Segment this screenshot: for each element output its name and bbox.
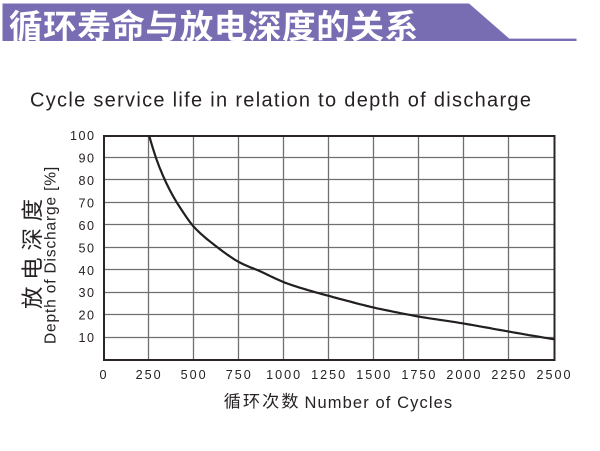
svg-text:60: 60 [78, 219, 95, 233]
svg-text:Cycle service life in relation: Cycle service life in relation to depth … [30, 90, 532, 112]
svg-text:100: 100 [70, 129, 96, 143]
svg-text:90: 90 [78, 152, 95, 166]
svg-text:250: 250 [136, 368, 163, 382]
svg-text:1500: 1500 [356, 368, 392, 382]
svg-text:Depth of Discharge [%]: Depth of Discharge [%] [43, 166, 60, 344]
svg-text:750: 750 [226, 368, 253, 382]
svg-text:0: 0 [99, 368, 108, 382]
svg-text:1750: 1750 [401, 368, 437, 382]
svg-text:1250: 1250 [311, 368, 347, 382]
svg-text:10: 10 [78, 331, 95, 345]
svg-text:2500: 2500 [536, 368, 572, 382]
svg-text:80: 80 [78, 174, 95, 188]
svg-text:2000: 2000 [446, 368, 482, 382]
svg-text:20: 20 [78, 309, 95, 323]
svg-text:Number of Cycles: Number of Cycles [305, 394, 454, 412]
svg-text:50: 50 [78, 241, 95, 255]
svg-text:70: 70 [78, 196, 95, 210]
svg-text:1000: 1000 [266, 368, 302, 382]
svg-text:500: 500 [181, 368, 208, 382]
svg-text:30: 30 [78, 286, 95, 300]
svg-text:2250: 2250 [491, 368, 527, 382]
svg-text:40: 40 [78, 264, 95, 278]
